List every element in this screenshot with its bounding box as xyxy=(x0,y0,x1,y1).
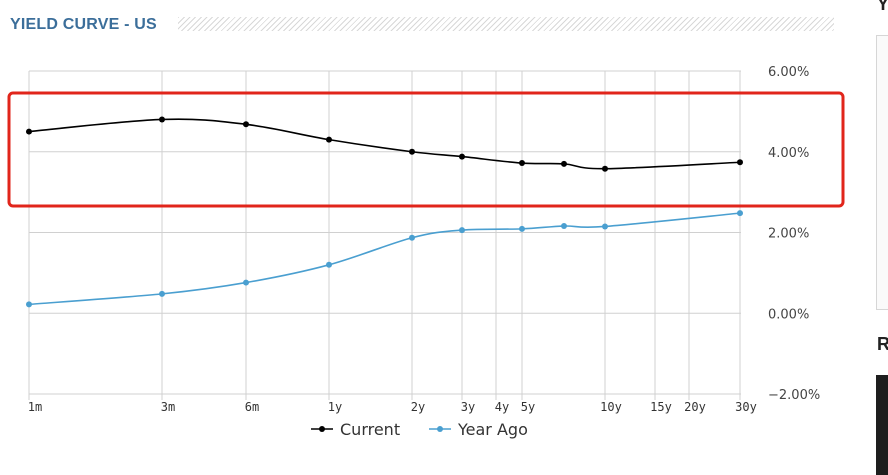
page-title: YIELD CURVE - US xyxy=(10,16,157,33)
current-series-line xyxy=(28,118,741,170)
sidebar-panel xyxy=(876,35,888,310)
year-ago-data-point xyxy=(602,223,608,230)
current-legend-marker xyxy=(319,426,325,432)
current-legend-label: Current xyxy=(340,420,400,439)
year-ago-data-point xyxy=(737,210,743,217)
sidebar-dark-panel xyxy=(876,375,888,475)
year-ago-data-point xyxy=(561,223,567,230)
x-tick-label: 3m xyxy=(161,400,175,414)
x-tick-label: 20y xyxy=(684,400,706,414)
current-data-point xyxy=(26,128,32,135)
x-tick-label: 2y xyxy=(411,400,425,414)
x-tick-label: 15y xyxy=(650,400,672,414)
year-ago-series-line xyxy=(28,212,741,306)
x-tick-label: 5y xyxy=(521,400,535,414)
year-ago-data-point xyxy=(243,279,249,286)
title-hatch-decoration xyxy=(178,17,834,31)
y-tick-label: −2.00% xyxy=(768,388,820,403)
x-tick-label: 30y xyxy=(735,400,757,414)
current-data-point xyxy=(561,160,567,167)
year-ago-legend-marker xyxy=(437,426,443,432)
current-data-point xyxy=(243,121,249,128)
sidebar-section-letter: R xyxy=(877,334,888,354)
x-tick-label: 10y xyxy=(600,400,622,414)
current-data-point xyxy=(459,153,465,160)
year-ago-legend-label: Year Ago xyxy=(457,420,528,439)
highlight-rectangle xyxy=(7,91,845,208)
current-data-point xyxy=(326,136,332,143)
year-ago-data-point xyxy=(519,225,525,232)
y-tick-label: 2.00% xyxy=(768,227,809,242)
current-data-point xyxy=(519,160,525,167)
x-tick-label: 1m xyxy=(28,400,42,414)
current-data-point xyxy=(159,116,165,123)
year-ago-data-point xyxy=(459,227,465,234)
y-tick-label: 0.00% xyxy=(768,307,809,322)
current-data-point xyxy=(409,148,415,155)
current-data-point xyxy=(602,165,608,172)
y-tick-label: 4.00% xyxy=(768,146,809,161)
year-ago-data-point xyxy=(326,261,332,268)
sidebar-heading-letter: Y xyxy=(877,0,888,14)
year-ago-data-point xyxy=(409,234,415,241)
x-tick-label: 4y xyxy=(495,400,509,414)
current-data-point xyxy=(737,159,743,166)
y-tick-label: 6.00% xyxy=(768,65,809,80)
x-tick-label: 6m xyxy=(245,400,259,414)
year-ago-data-point xyxy=(159,290,165,297)
x-tick-label: 3y xyxy=(461,400,475,414)
x-tick-label: 1y xyxy=(328,400,342,414)
year-ago-data-point xyxy=(26,301,32,308)
